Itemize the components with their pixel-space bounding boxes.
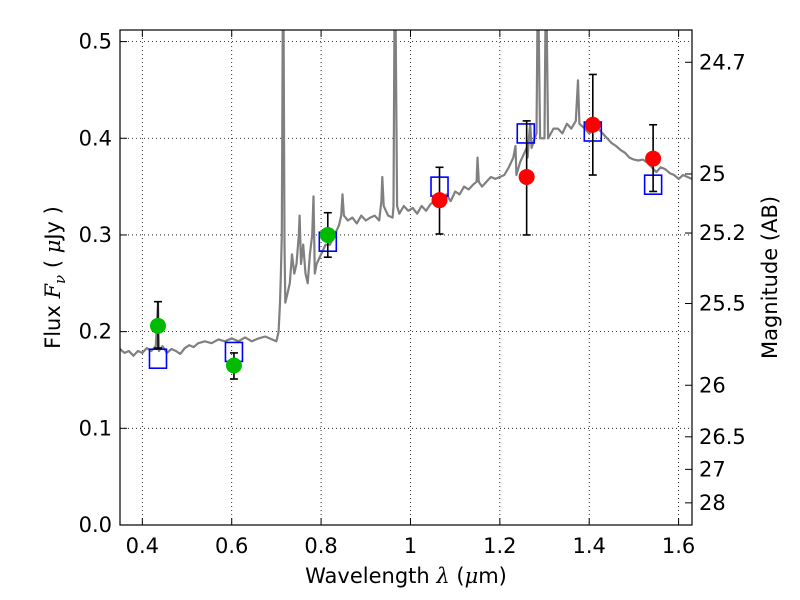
green-point — [149, 317, 166, 334]
x-axis-label: Wavelength λ (μm) — [305, 564, 507, 588]
plot-area — [120, 30, 692, 380]
mag-tick-label: 28 — [699, 491, 726, 515]
plot-frame — [119, 29, 693, 526]
spectrum-line — [120, 30, 692, 357]
y-tick-label: 0.1 — [79, 416, 112, 440]
y-tick-label: 0.5 — [79, 30, 112, 54]
model-square — [148, 348, 168, 370]
right-axis-label: Magnitude (AB) — [758, 196, 782, 359]
x-tick-label: 0.6 — [215, 534, 248, 558]
x-tick-label: 0.4 — [126, 534, 159, 558]
mag-tick-label: 25 — [699, 162, 726, 186]
mag-tick-label: 25.2 — [699, 221, 746, 245]
mag-tick-label: 25.5 — [699, 292, 746, 316]
y-axis-label: Flux Fν ( μJy ) — [41, 206, 69, 349]
red-point — [584, 116, 601, 133]
x-tick-label: 1.2 — [483, 534, 516, 558]
mag-tick-label: 27 — [699, 457, 726, 481]
ticks: 0.4 0.6 0.8 1 1.2 1.4 1.6 0.0 0.1 0.2 0.3 0.4 0.5 24.… — [79, 30, 746, 558]
x-tick-label: 1.4 — [573, 534, 606, 558]
mag-tick-label: 24.7 — [699, 50, 746, 74]
model-square — [516, 123, 536, 144]
mag-tick-label: 26 — [699, 373, 726, 397]
x-tick-label: 0.8 — [304, 534, 337, 558]
y-tick-label: 0.0 — [79, 513, 112, 537]
red-point — [431, 192, 448, 209]
green-point — [225, 357, 242, 374]
y-tick-label: 0.2 — [79, 320, 112, 344]
red-point — [645, 150, 662, 167]
green-point — [319, 226, 336, 243]
y-tick-label: 0.3 — [79, 223, 112, 247]
red-point — [518, 168, 535, 185]
x-tick-label: 1 — [404, 534, 417, 558]
mag-tick-label: 26.5 — [699, 425, 746, 449]
x-tick-label: 1.6 — [662, 534, 695, 558]
y-tick-label: 0.4 — [79, 126, 112, 150]
grid — [120, 30, 692, 526]
